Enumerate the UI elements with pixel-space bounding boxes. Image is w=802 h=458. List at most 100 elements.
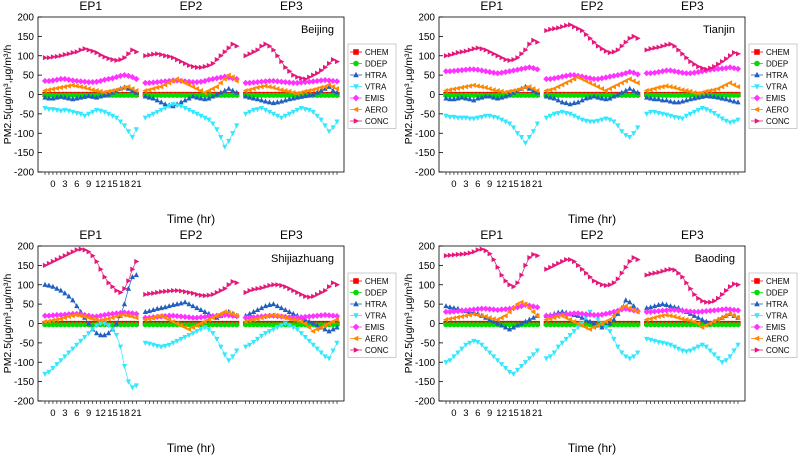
x-tick-label: 0 [50, 179, 55, 190]
data-point [482, 305, 489, 312]
data-point [58, 287, 64, 293]
data-point [595, 280, 601, 286]
data-point [267, 282, 273, 289]
data-point [162, 304, 168, 310]
data-point [125, 129, 132, 135]
data-point [556, 260, 562, 267]
data-point [218, 89, 224, 95]
data-point [487, 93, 493, 99]
data-point [551, 350, 557, 356]
data-point [610, 72, 617, 80]
data-point [587, 119, 593, 125]
data-point [74, 303, 80, 309]
data-point [703, 344, 709, 350]
data-point [310, 78, 317, 85]
data-point [45, 77, 53, 85]
data-point [491, 94, 497, 100]
data-point [671, 68, 678, 75]
data-point [683, 97, 689, 103]
data-point [234, 280, 240, 286]
data-point [69, 313, 75, 319]
data-point [578, 310, 586, 317]
data-point [527, 41, 533, 47]
data-point [442, 308, 450, 315]
data-point [667, 113, 674, 119]
data-point [113, 310, 120, 317]
data-point [66, 51, 72, 57]
data-point [551, 312, 558, 319]
data-point [486, 306, 493, 313]
data-point [263, 284, 269, 290]
data-point [159, 51, 165, 58]
data-point [491, 114, 497, 120]
data-point [506, 91, 513, 97]
data-point [691, 318, 697, 325]
data-point [572, 258, 578, 265]
data-point [711, 111, 717, 117]
data-point [46, 107, 52, 113]
data-point [322, 123, 328, 129]
data-point [154, 322, 160, 328]
data-point [498, 322, 505, 328]
data-point [286, 96, 292, 102]
data-point [154, 305, 160, 311]
data-point [302, 313, 309, 321]
data-point [150, 79, 157, 86]
data-point [715, 322, 721, 328]
data-point [719, 65, 726, 72]
series-line [445, 340, 538, 375]
data-point [198, 292, 204, 298]
data-point [114, 57, 120, 63]
data-point [614, 309, 620, 315]
data-point [515, 280, 521, 286]
data-point [129, 86, 135, 92]
data-point [150, 95, 156, 101]
data-point [626, 76, 632, 82]
data-point [579, 117, 585, 123]
data-point [214, 322, 220, 328]
data-point [102, 54, 108, 60]
data-point [623, 87, 629, 93]
data-point [447, 96, 453, 102]
data-point [518, 92, 525, 98]
legend-marker [352, 106, 359, 113]
data-point [271, 282, 277, 288]
data-point [286, 323, 292, 329]
data-point [703, 307, 710, 315]
data-point [150, 315, 156, 321]
data-point [712, 64, 718, 70]
data-point [89, 78, 96, 86]
data-point [166, 342, 172, 348]
data-point [226, 358, 232, 364]
data-point [41, 318, 48, 325]
data-point [113, 313, 119, 320]
data-point [154, 343, 160, 349]
data-point [567, 72, 574, 79]
data-point [193, 78, 201, 86]
data-point [699, 93, 705, 99]
data-point [679, 316, 685, 322]
data-point [667, 313, 673, 319]
data-point [719, 116, 725, 122]
data-point [679, 116, 686, 122]
data-point [62, 290, 68, 296]
data-point [54, 362, 60, 368]
data-point [294, 317, 300, 323]
data-point [209, 75, 216, 83]
data-point [330, 348, 336, 354]
x-tick-label: 6 [74, 179, 79, 190]
data-point [442, 68, 450, 75]
data-point [615, 47, 621, 53]
data-point [634, 80, 640, 86]
data-point [290, 310, 296, 316]
data-point [247, 287, 253, 294]
data-point [530, 92, 536, 98]
data-point [125, 309, 132, 317]
data-point [133, 127, 139, 133]
data-point [471, 249, 477, 255]
data-point [126, 51, 132, 57]
legend-marker [754, 300, 760, 307]
data-point [595, 94, 601, 100]
data-point [614, 72, 621, 79]
